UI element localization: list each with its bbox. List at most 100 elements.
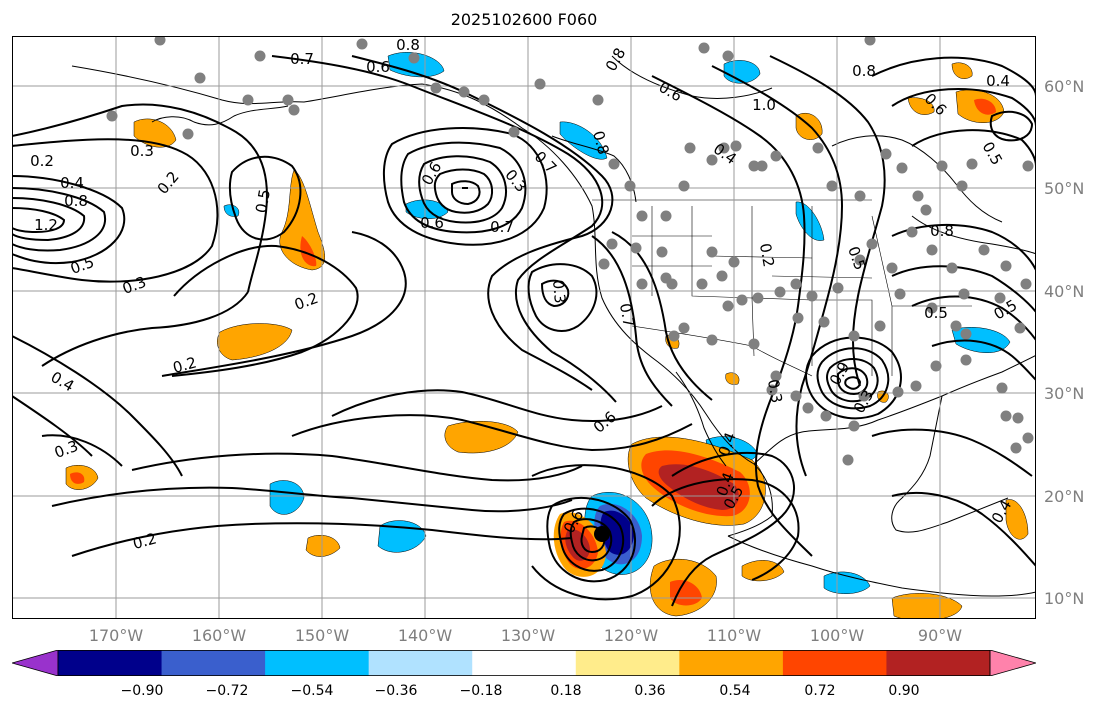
colorbar: [12, 650, 1036, 676]
station-marker: [736, 294, 748, 306]
latitude-label: 10°N: [1044, 589, 1085, 608]
longitude-label: 160°W: [191, 626, 247, 645]
station-marker: [606, 238, 618, 250]
station-marker: [1022, 432, 1034, 444]
contour-label: 0.7: [616, 302, 638, 329]
contour-label: 0.8: [589, 129, 613, 157]
station-marker: [926, 244, 938, 256]
station-marker: [874, 320, 886, 332]
colorbar-segment: [472, 650, 577, 676]
longitude-label: 120°W: [603, 626, 659, 645]
station-marker: [790, 278, 802, 290]
station-marker: [660, 210, 672, 222]
station-marker: [896, 162, 908, 174]
station-marker: [906, 226, 918, 238]
station-marker: [598, 258, 610, 270]
station-marker: [1010, 442, 1022, 454]
shaded-region: [725, 372, 740, 385]
contour-label: 0.8: [602, 45, 630, 75]
station-marker: [858, 390, 870, 402]
contour-label: 0.5: [979, 139, 1007, 169]
longitude-label: 90°W: [917, 626, 963, 645]
station-marker: [242, 94, 254, 106]
station-marker: [774, 286, 786, 298]
contour-label: 0.4: [48, 368, 78, 396]
station-marker: [478, 94, 490, 106]
shaded-anomaly-regions: [65, 52, 1029, 619]
station-marker: [920, 204, 932, 216]
station-marker: [842, 454, 854, 466]
colorbar-segment: [265, 650, 370, 676]
shaded-region: [741, 560, 785, 582]
colorbar-segment: [161, 650, 266, 676]
station-marker: [408, 52, 420, 64]
colorbar-tick-label: 0.90: [888, 683, 920, 699]
station-marker: [958, 288, 970, 300]
shaded-region: [1005, 499, 1029, 540]
station-marker: [282, 94, 294, 106]
contour-label: 0.6: [366, 58, 390, 76]
contour-label: 0.9: [826, 359, 854, 389]
colorbar-segment: [782, 650, 887, 676]
forecast-map: 0.8 0.7 0.6 0.8 1.0 0.8 0.4 0.6 0.5 0.2 …: [12, 36, 1036, 619]
station-marker: [698, 42, 710, 54]
station-marker: [728, 256, 740, 268]
shaded-region: [600, 510, 634, 555]
political-borders: [592, 199, 972, 377]
shaded-region: [723, 60, 761, 84]
contour-label: 0.2: [154, 168, 183, 198]
station-marker: [752, 292, 764, 304]
shaded-region: [559, 121, 608, 160]
station-marker: [756, 160, 768, 172]
contour-label: 0.8: [64, 192, 88, 210]
station-marker: [766, 384, 778, 396]
contour-label: 0.8: [930, 222, 954, 240]
station-marker: [660, 272, 672, 284]
station-marker: [820, 410, 832, 422]
contour-label: 1.0: [752, 96, 776, 114]
contour-label: 0.2: [30, 152, 54, 170]
station-marker: [854, 254, 866, 266]
station-marker: [254, 50, 266, 62]
contour-label: 0.3: [52, 437, 81, 462]
station-marker: [624, 180, 636, 192]
station-marker: [978, 244, 990, 256]
gridlines: [12, 36, 1036, 619]
contour-label: 0.3: [130, 142, 154, 160]
station-marker: [956, 180, 968, 192]
colorbar-tick-label: −0.36: [374, 683, 418, 699]
station-marker: [696, 278, 708, 290]
station-marker: [790, 390, 802, 402]
station-marker: [892, 386, 904, 398]
station-marker: [832, 282, 844, 294]
storm-center-marker: [594, 526, 610, 542]
station-marker: [966, 158, 978, 170]
colorbar-segment: [12, 650, 59, 676]
shaded-region: [279, 169, 325, 271]
colorbar-tick-label: 0.36: [634, 683, 666, 699]
shaded-region: [951, 62, 973, 79]
station-marker: [770, 370, 782, 382]
station-marker: [592, 94, 604, 106]
contour-label: 0.6: [418, 159, 446, 189]
shaded-region: [891, 593, 963, 619]
longitude-label: 150°W: [294, 626, 350, 645]
station-marker: [880, 148, 892, 160]
station-marker: [534, 78, 546, 90]
colorbar-segment: [58, 650, 163, 676]
longitude-label: 140°W: [397, 626, 453, 645]
colorbar-outline: [57, 650, 991, 676]
contour-label: 0.8: [396, 36, 420, 54]
station-marker: [770, 150, 782, 162]
station-marker: [960, 354, 972, 366]
station-marker: [106, 110, 118, 122]
contour-label: 0.4: [986, 72, 1010, 90]
station-marker: [430, 82, 442, 94]
shaded-region: [795, 201, 825, 241]
contour-label: 0.8: [852, 62, 876, 80]
station-marker: [668, 330, 680, 342]
station-marker: [288, 104, 300, 116]
colorbar-tick-label: 0.54: [719, 683, 751, 699]
station-marker: [886, 262, 898, 274]
station-marker: [678, 322, 690, 334]
